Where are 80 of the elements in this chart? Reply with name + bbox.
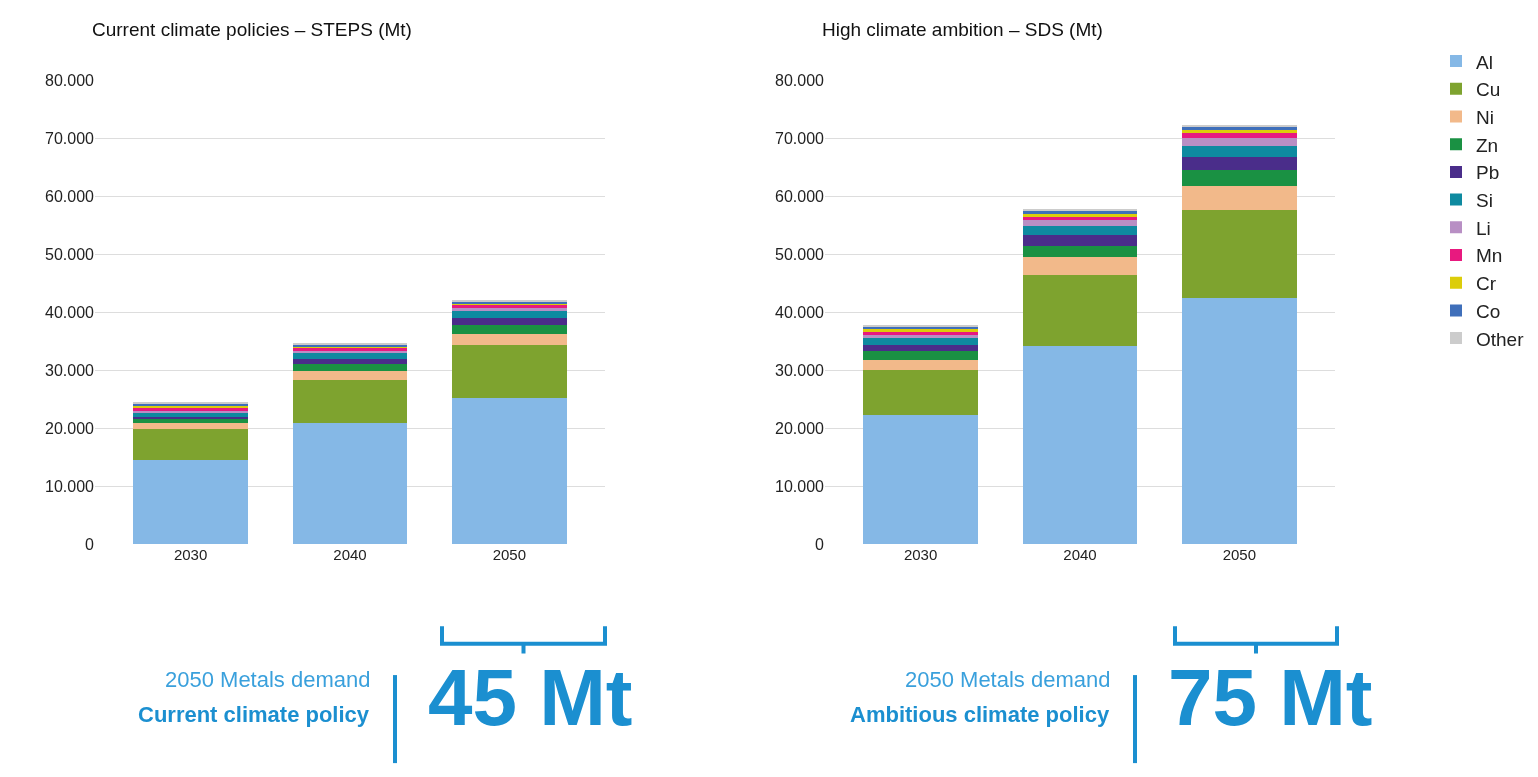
y-tick-label: 0 <box>85 535 95 553</box>
bar <box>1022 256 1138 276</box>
bar <box>292 364 408 372</box>
legend-label: Al <box>1476 51 1493 73</box>
text: Ambitious climate policy <box>850 702 1110 727</box>
bar <box>292 359 408 365</box>
chart-title: High climate ambition – SDS (Mt) <box>822 19 1103 40</box>
bar <box>452 397 567 545</box>
text: 2050 Metals demand <box>905 667 1111 692</box>
bar <box>292 380 408 424</box>
bar <box>1022 225 1138 236</box>
bar <box>133 428 248 460</box>
text: 75 Mt <box>1168 653 1373 742</box>
bar <box>452 324 567 335</box>
legend-label: Co <box>1476 300 1501 322</box>
y-tick-label: 10.000 <box>775 477 825 495</box>
x-tick-label: 2040 <box>333 546 367 564</box>
legend-label: Cr <box>1476 273 1497 295</box>
bar <box>1182 297 1297 545</box>
bar <box>1022 275 1138 346</box>
y-tick-label: 70.000 <box>45 129 95 147</box>
legend-label: Si <box>1476 189 1493 211</box>
legend-label: Cu <box>1476 79 1501 101</box>
text: Current climate policy <box>138 702 370 727</box>
x-tick-label: 2030 <box>173 546 208 564</box>
bar <box>292 371 408 380</box>
bar <box>863 351 978 360</box>
bar <box>452 317 567 325</box>
chart-title: Current climate policies – STEPS (Mt) <box>92 19 412 40</box>
bar <box>863 359 978 371</box>
y-tick-label: 20.000 <box>45 419 95 437</box>
bar <box>863 415 978 545</box>
bar <box>1022 245 1138 257</box>
y-tick-label: 80.000 <box>45 71 95 89</box>
bar <box>1022 235 1138 246</box>
legend-label: Mn <box>1476 245 1503 267</box>
legend-label: Pb <box>1476 162 1500 184</box>
bar <box>1182 133 1297 139</box>
bar <box>1022 345 1138 545</box>
bar <box>292 353 408 360</box>
bar <box>452 345 567 398</box>
bar <box>133 459 248 545</box>
bar <box>1182 209 1297 298</box>
bar <box>1182 156 1297 171</box>
x-tick-label: 2050 <box>1222 546 1257 564</box>
bar <box>1182 185 1297 210</box>
bar <box>1022 220 1138 226</box>
bar <box>452 311 567 318</box>
bar <box>452 334 567 346</box>
legend-label: Other <box>1476 328 1525 350</box>
x-tick-label: 2030 <box>903 546 938 564</box>
bar <box>133 419 248 424</box>
bar <box>1182 170 1297 186</box>
bar <box>863 345 978 352</box>
y-tick-label: 60.000 <box>775 187 825 205</box>
y-tick-label: 40.000 <box>775 303 825 321</box>
y-tick-label: 40.000 <box>45 303 95 321</box>
legend-label: Li <box>1476 217 1491 239</box>
legend-label: Ni <box>1476 106 1494 128</box>
y-tick-label: 60.000 <box>45 187 95 205</box>
text: 45 Mt <box>428 653 633 742</box>
bar <box>863 338 978 346</box>
text: 2050 Metals demand <box>165 667 371 692</box>
legend-label: Zn <box>1476 134 1499 156</box>
y-tick-label: 0 <box>815 535 825 553</box>
x-tick-label: 2050 <box>492 546 527 564</box>
bar <box>863 370 978 416</box>
bar <box>133 423 248 429</box>
y-tick-label: 10.000 <box>45 477 95 495</box>
y-tick-label: 70.000 <box>775 129 825 147</box>
y-tick-label: 50.000 <box>775 245 825 263</box>
bar <box>292 423 408 545</box>
y-tick-label: 30.000 <box>775 361 825 379</box>
y-tick-label: 50.000 <box>45 245 95 263</box>
y-tick-label: 20.000 <box>775 419 825 437</box>
y-tick-label: 80.000 <box>775 71 825 89</box>
x-tick-label: 2040 <box>1063 546 1097 564</box>
y-tick-label: 30.000 <box>45 361 95 379</box>
bar <box>1182 138 1297 146</box>
bar <box>1182 145 1297 157</box>
